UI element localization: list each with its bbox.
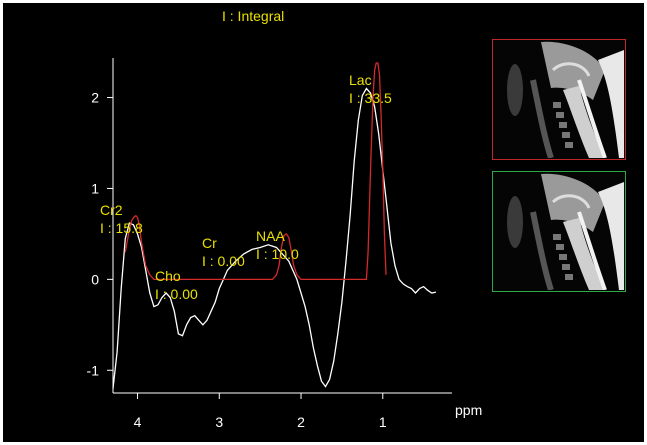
fit-line bbox=[124, 62, 387, 281]
peak-integral-label: I : 33.5 bbox=[349, 90, 392, 106]
x-tick-label: 2 bbox=[297, 414, 305, 430]
peak-label: Cho bbox=[155, 268, 181, 284]
peak-label: Cr bbox=[202, 235, 217, 251]
peak-label: Cr2 bbox=[100, 202, 123, 218]
axes: 2 1 0 -1 4 3 2 1 ppm bbox=[87, 58, 482, 430]
spectrum-line bbox=[112, 87, 437, 389]
spectrum-lines bbox=[112, 62, 437, 389]
peak-integral-label: I : 0.00 bbox=[155, 286, 198, 302]
peak-label: NAA bbox=[256, 228, 285, 244]
x-axis-label: ppm bbox=[455, 402, 482, 418]
peak-integral-label: I : 15.8 bbox=[100, 220, 143, 236]
sagittal-mri-thumbnail[interactable] bbox=[492, 171, 626, 292]
y-tick-label: 2 bbox=[91, 90, 99, 106]
spectrum-chart: I : Integral 2 1 0 -1 4 3 2 1 ppm Cr2 I : 15.8 Cho… bbox=[87, 8, 483, 430]
x-tick-label: 3 bbox=[215, 414, 223, 430]
y-tick-label: 1 bbox=[91, 180, 99, 196]
y-tick-label: -1 bbox=[87, 362, 100, 378]
peak-annotations: Cr2 I : 15.8 Cho I : 0.00 Cr I : 0.00 NAA I : 1… bbox=[100, 72, 392, 302]
spectroscopy-window: I : Integral 2 1 0 -1 4 3 2 1 ppm Cr2 I : 15.8 Cho… bbox=[3, 3, 644, 442]
peak-integral-label: I : 0.00 bbox=[202, 253, 245, 269]
x-tick-label: 1 bbox=[379, 414, 387, 430]
sagittal-mri-thumbnail[interactable] bbox=[492, 39, 626, 160]
chart-title: I : Integral bbox=[222, 8, 284, 24]
y-tick-label: 0 bbox=[91, 271, 99, 287]
peak-integral-label: I : 10.0 bbox=[256, 246, 299, 262]
peak-label: Lac bbox=[349, 72, 372, 88]
x-tick-label: 4 bbox=[134, 414, 142, 430]
